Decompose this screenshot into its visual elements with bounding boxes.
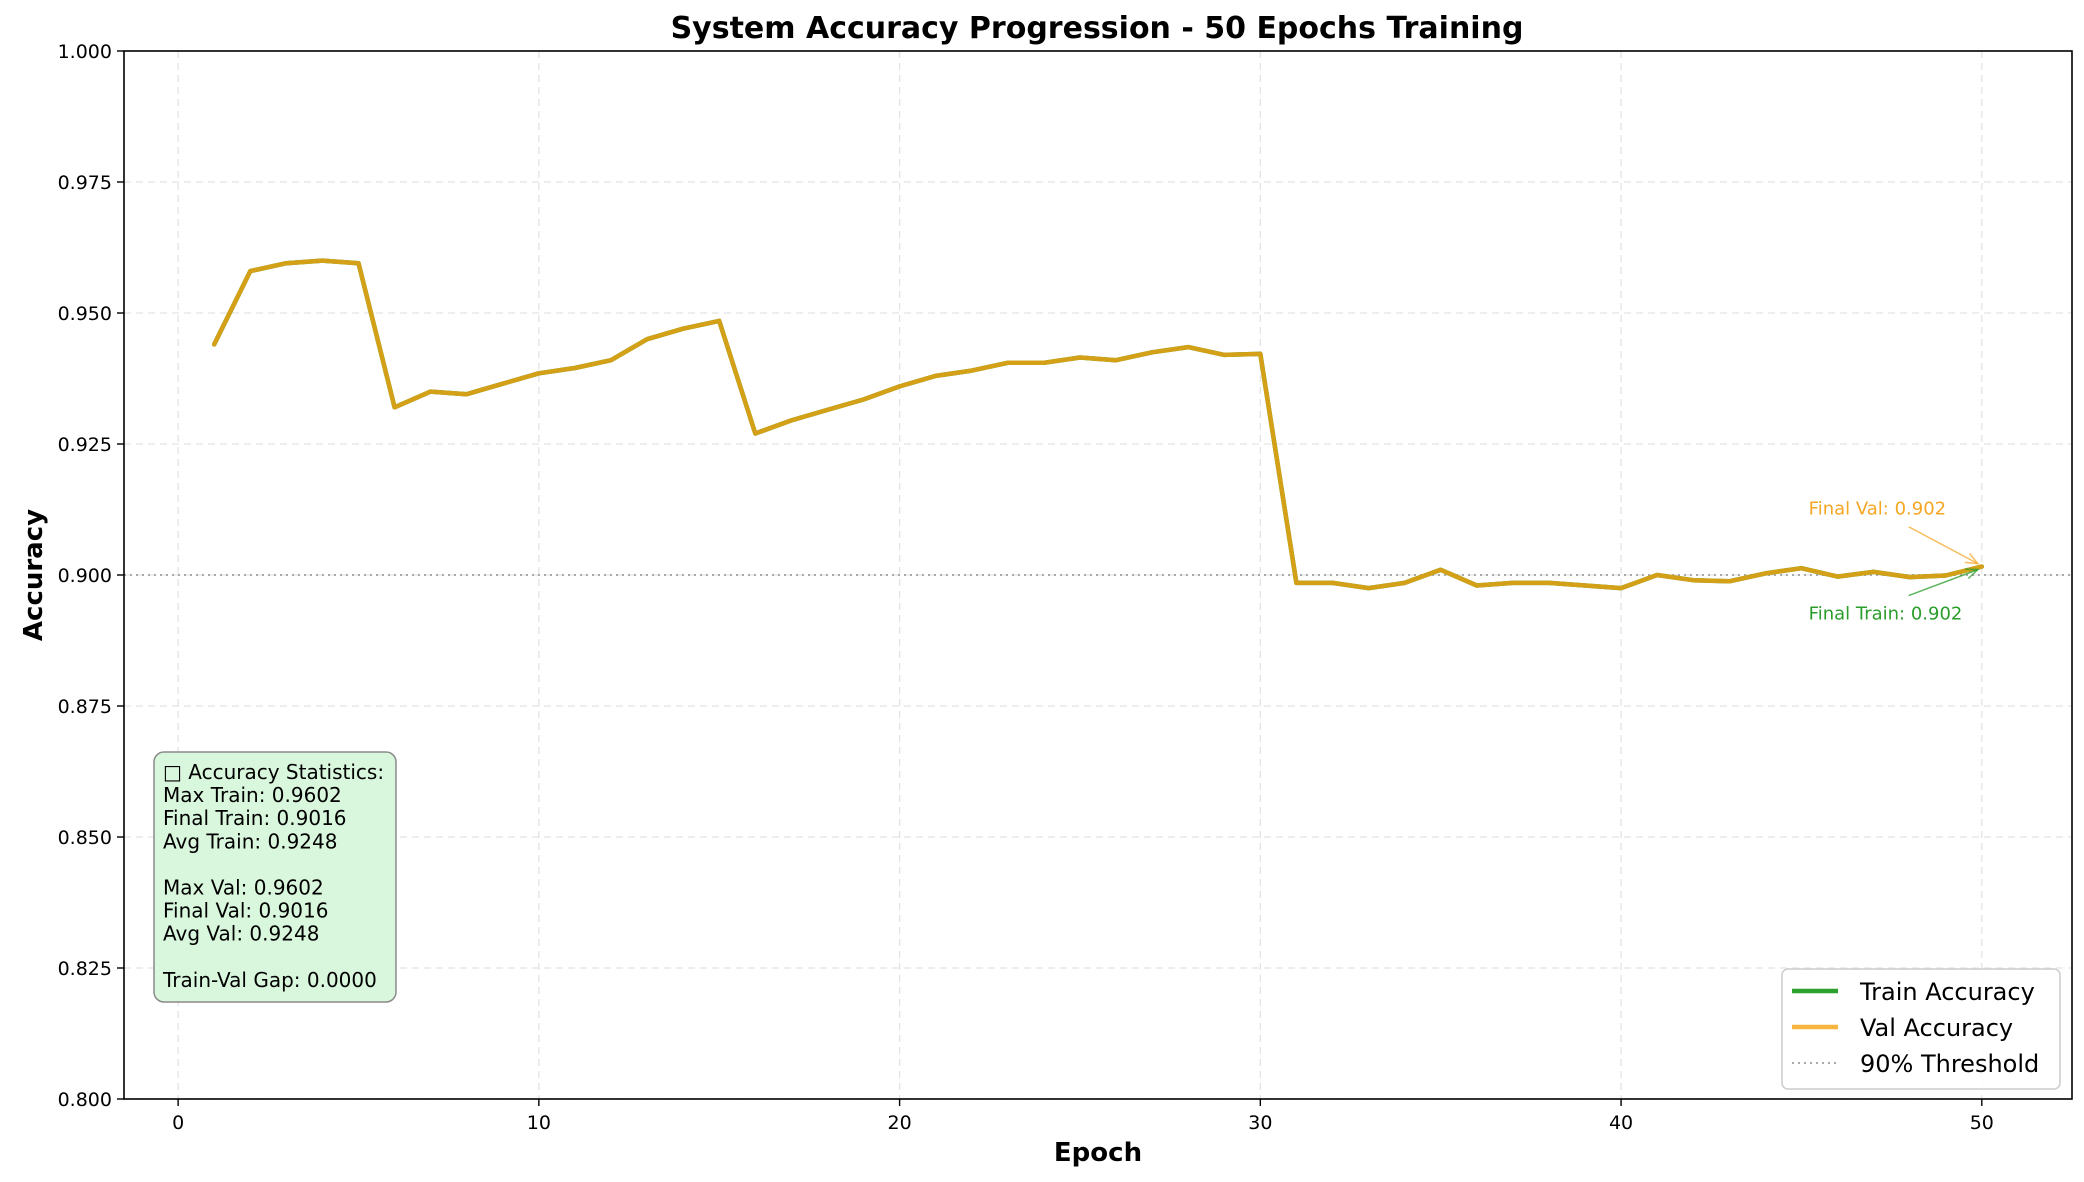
y-tick-label: 0.800 xyxy=(58,1089,112,1111)
stats-line: Avg Train: 0.9248 xyxy=(163,829,337,853)
stats-line: Train-Val Gap: 0.0000 xyxy=(162,968,377,992)
annotation-arrow xyxy=(1908,526,1979,565)
stats-box-frame xyxy=(153,751,397,1003)
y-tick-label: 0.900 xyxy=(58,565,112,587)
series-layer xyxy=(211,258,1985,591)
legend: Train Accuracy Val Accuracy 90% Threshold xyxy=(1781,968,2061,1090)
tick-layer: 0 10 20 30 40 50 0.800 0.825 0.850 0.875 0.900 0.92… xyxy=(58,41,1994,1134)
x-axis-label: Epoch xyxy=(1054,1138,1142,1168)
stats-line: □ Accuracy Statistics: xyxy=(163,760,384,784)
series-line-1 xyxy=(211,258,1985,591)
stats-line: Max Train: 0.9602 xyxy=(163,783,342,807)
y-tick-label: 0.825 xyxy=(58,958,112,980)
y-axis-label: Accuracy xyxy=(19,509,49,641)
y-tick-label: 0.850 xyxy=(58,827,112,849)
legend-label: Val Accuracy xyxy=(1860,1014,2013,1042)
annotation-arrowhead xyxy=(1964,568,1980,580)
y-tick-label: 0.925 xyxy=(58,434,112,456)
annotation-label: Final Val: 0.902 xyxy=(1809,499,1946,520)
annotation-layer: Final Val: 0.902 Final Train: 0.902 xyxy=(1809,499,1980,625)
y-tick-label: 0.950 xyxy=(58,303,112,325)
legend-label: Train Accuracy xyxy=(1859,978,2035,1006)
y-tick-label: 1.000 xyxy=(58,41,112,63)
x-tick-label: 40 xyxy=(1609,1112,1633,1134)
x-tick-label: 0 xyxy=(172,1112,184,1134)
stats-line: Max Val: 0.9602 xyxy=(163,876,324,900)
annotation-arrow xyxy=(1908,568,1979,597)
stats-box: □ Accuracy Statistics:Max Train: 0.9602F… xyxy=(153,751,397,1003)
stats-line: Avg Val: 0.9248 xyxy=(163,922,319,946)
stats-line: Final Train: 0.9016 xyxy=(163,806,347,830)
annotation-label: Final Train: 0.902 xyxy=(1809,604,1963,625)
stats-line: Final Val: 0.9016 xyxy=(163,899,328,923)
x-tick-label: 20 xyxy=(887,1112,911,1134)
annotation-arrowhead xyxy=(1964,553,1980,565)
legend-frame xyxy=(1781,968,2061,1090)
y-tick-label: 0.975 xyxy=(58,172,112,194)
x-tick-label: 10 xyxy=(527,1112,551,1134)
x-tick-label: 30 xyxy=(1248,1112,1272,1134)
chart-title: System Accuracy Progression - 50 Epochs … xyxy=(671,11,1524,46)
legend-label: 90% Threshold xyxy=(1860,1050,2039,1078)
y-tick-label: 0.875 xyxy=(58,696,112,718)
x-tick-label: 50 xyxy=(1970,1112,1994,1134)
